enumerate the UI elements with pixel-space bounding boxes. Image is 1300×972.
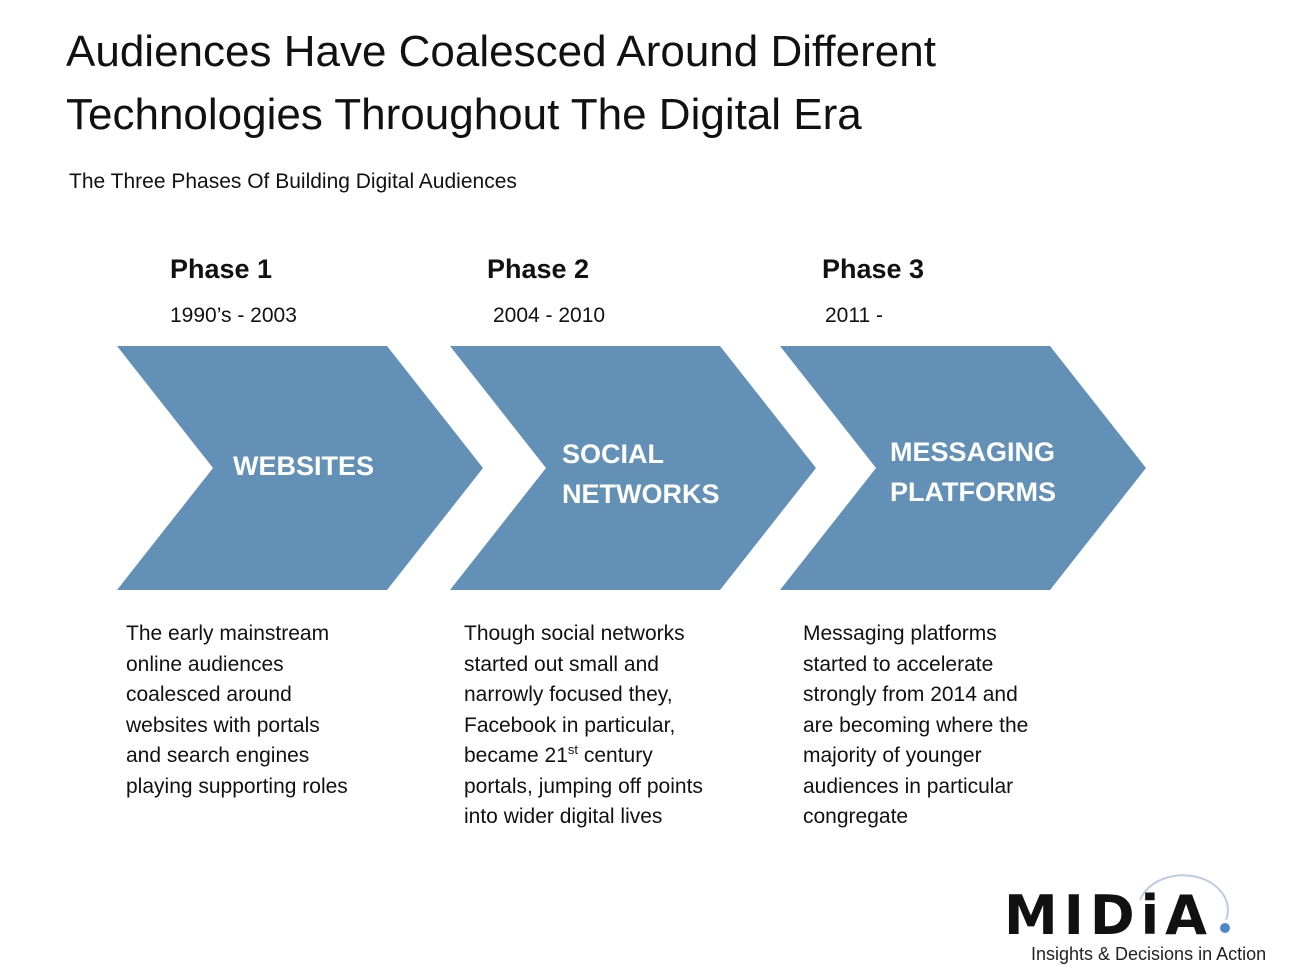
- slide-subtitle: The Three Phases Of Building Digital Aud…: [69, 170, 517, 193]
- phase-2-label-line-1: SOCIAL: [562, 439, 665, 469]
- phase-1-description-line: The early mainstream: [126, 622, 330, 645]
- phase-1-label-line-1: WEBSITES: [233, 451, 375, 481]
- phase-1-name: Phase 1: [170, 254, 273, 284]
- phase-3-label-line-1: MESSAGING: [890, 437, 1056, 467]
- slide-title-line-1: Audiences Have Coalesced Around Differen…: [66, 27, 936, 76]
- phase-3-description-line: majority of younger: [803, 744, 982, 767]
- phase-1-chevron: [117, 346, 483, 590]
- phase-2-label-line-2: NETWORKS: [562, 479, 720, 509]
- phase-2-label: SOCIAL NETWORKS: [562, 434, 720, 514]
- phase-1-years: 1990’s - 2003: [170, 304, 297, 327]
- phase-2-description-line: started out small and: [464, 652, 659, 676]
- slide-title: Audiences Have Coalesced Around Differen…: [66, 20, 1166, 146]
- phase-2-description-line: narrowly focused they,: [464, 683, 673, 706]
- phase-3-description-line: Messaging platforms: [803, 622, 997, 645]
- phase-3-years: 2011 -: [825, 304, 883, 327]
- phase-2-years: 2004 - 2010: [493, 304, 606, 327]
- phase-2-description-line: portals, jumping off points: [464, 774, 703, 798]
- phase-2-description: Though social networks started out small…: [464, 619, 703, 833]
- midia-logo: MIDiA: [1004, 884, 1213, 947]
- phase-1-description-line: and search engines: [126, 744, 310, 767]
- phase-2-description-line: became 21st century: [464, 741, 703, 772]
- phase-3-chevron: [780, 346, 1146, 590]
- phase-3-description-line: strongly from 2014 and: [803, 683, 1018, 706]
- phase-3-description-line: started to accelerate: [803, 652, 994, 676]
- phase-1-description-line: online audiences: [126, 652, 284, 676]
- phase-2-description-line5-sup: st: [567, 742, 579, 757]
- phase-2-description-line: Facebook in particular,: [464, 713, 676, 737]
- phase-1-description-line: websites with portals: [126, 713, 320, 737]
- phase-2-name: Phase 2: [487, 254, 590, 284]
- slide-title-line-2: Technologies Throughout The Digital Era: [66, 90, 862, 139]
- phase-3-description-line: audiences in particular: [803, 774, 1014, 798]
- phase-3-name: Phase 3: [822, 254, 925, 284]
- phase-3-description-line: are becoming where the: [803, 713, 1029, 737]
- logo-arc-icon: [1139, 874, 1230, 933]
- phase-1-label: WEBSITES: [233, 446, 374, 486]
- phase-2-description-line: Though social networks: [464, 622, 685, 645]
- phase-2-chevron: [450, 346, 816, 590]
- phase-1-description-line: coalesced around: [126, 683, 292, 706]
- phase-3-description-line: congregate: [803, 805, 909, 828]
- logo-tagline: Insights & Decisions in Action: [1031, 944, 1267, 964]
- phase-1-description-line: playing supporting roles: [126, 774, 348, 798]
- phase-1-description: The early mainstream online audiences co…: [126, 619, 348, 802]
- phase-3-description: Messaging platforms started to accelerat…: [803, 619, 1028, 833]
- phase-2-description-line5-pre: became 21: [464, 744, 568, 767]
- phase-3-label: MESSAGING PLATFORMS: [890, 432, 1056, 512]
- phase-2-description-line: into wider digital lives: [464, 805, 663, 828]
- phase-3-label-line-2: PLATFORMS: [890, 477, 1056, 507]
- phase-2-description-line5-post: century: [578, 744, 653, 767]
